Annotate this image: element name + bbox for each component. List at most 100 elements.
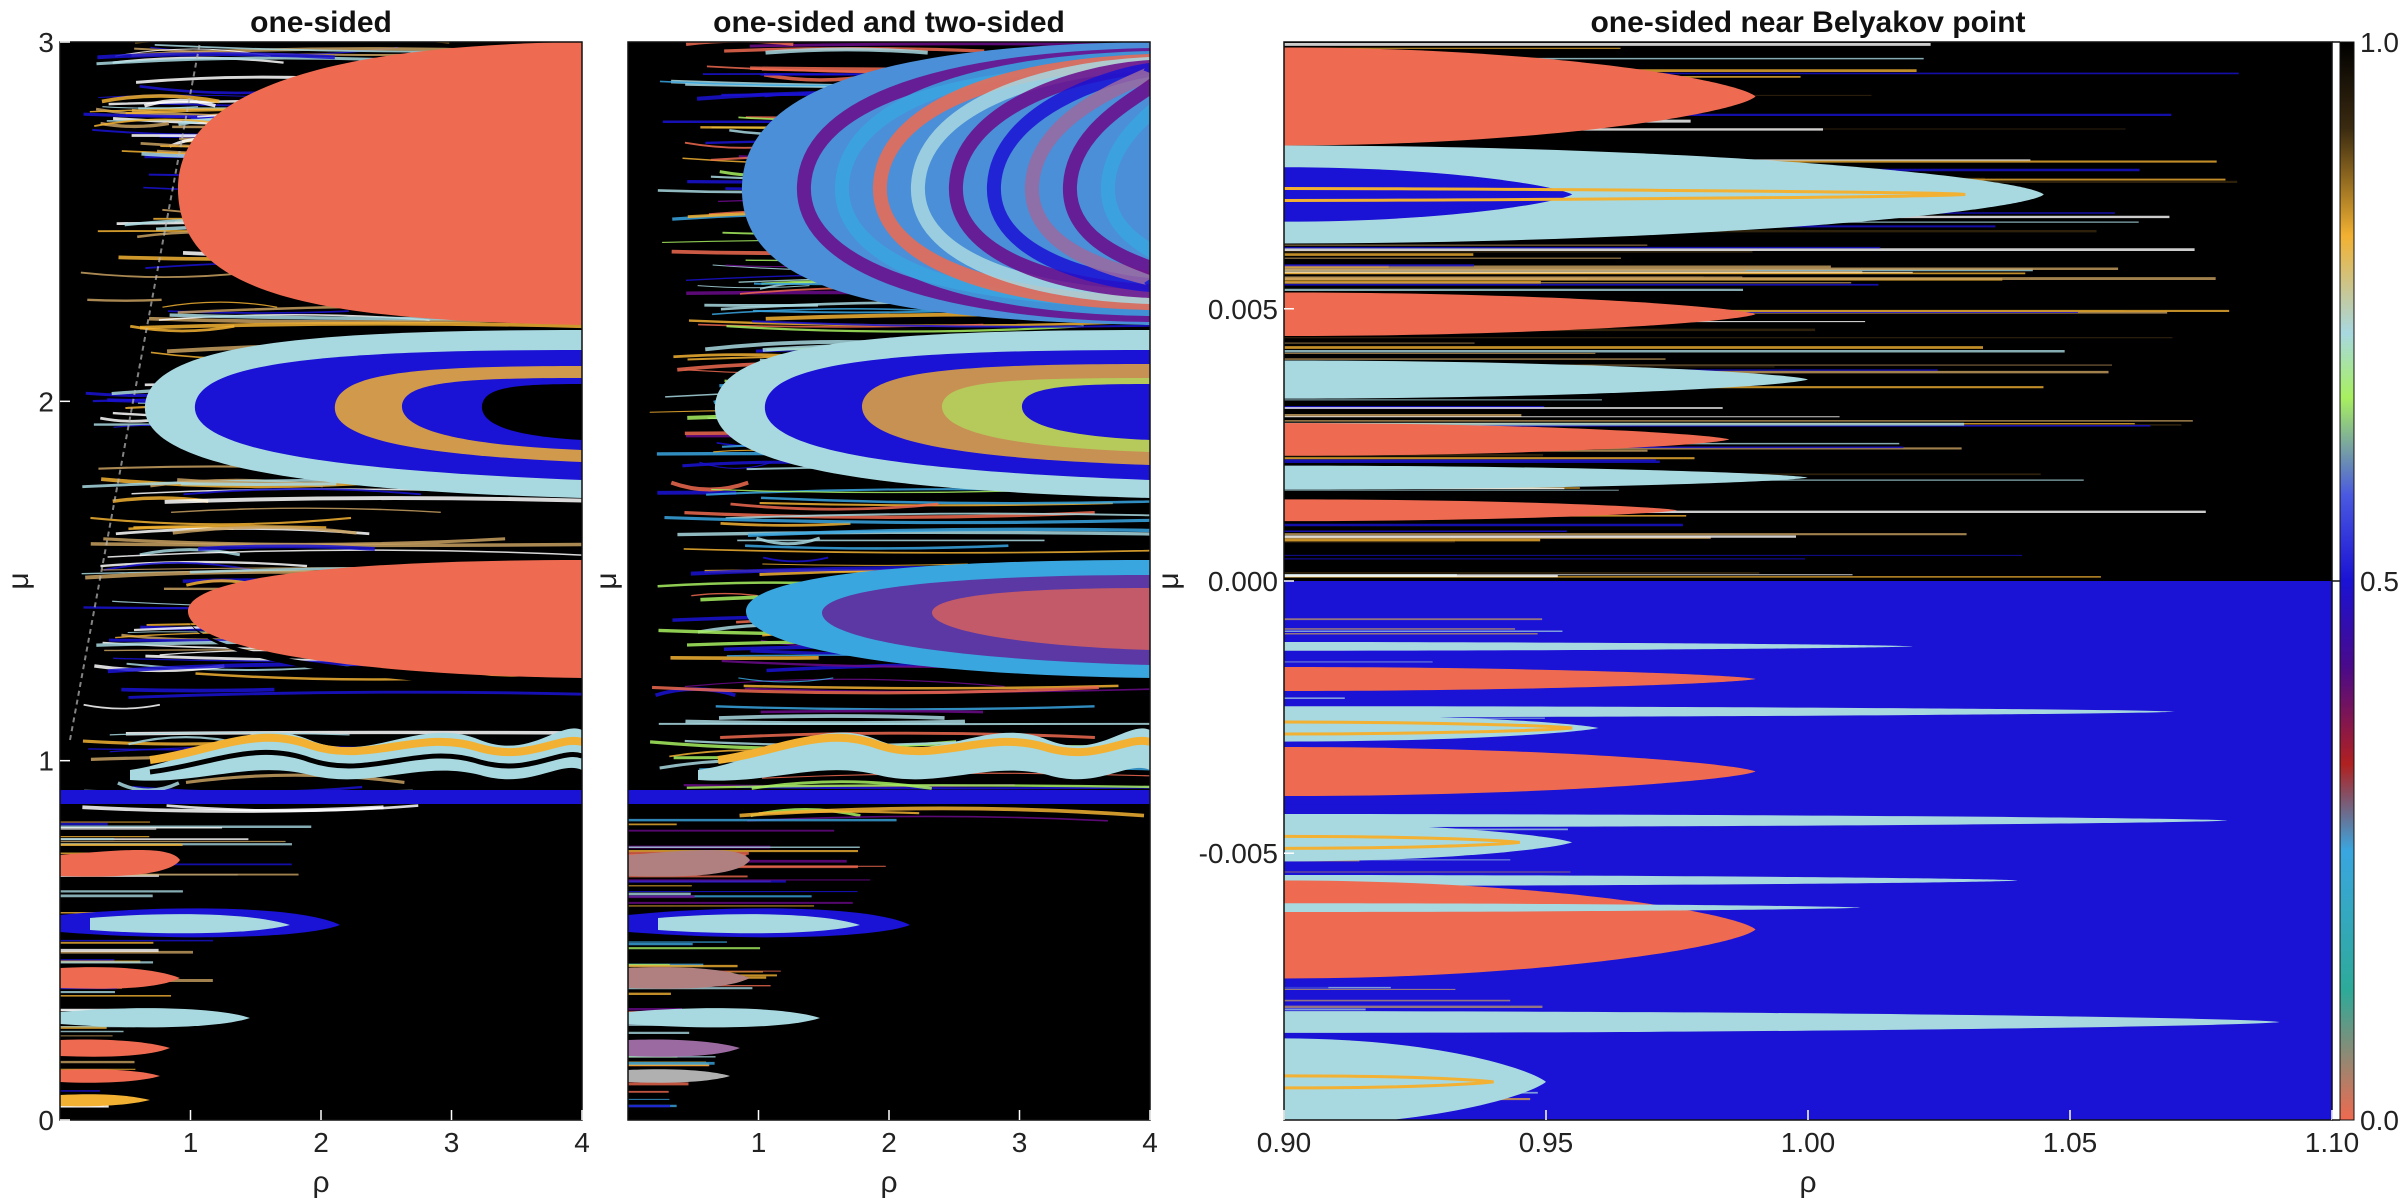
y-tick-label: 1 xyxy=(38,746,54,777)
chaotic-stripe xyxy=(183,488,422,496)
panel3-x-ticks: 0.90 0.95 1.00 1.05 1.10 xyxy=(1257,1110,2359,1158)
panel1-xlabel: ρ xyxy=(312,1166,329,1199)
panel3-heatmap xyxy=(1284,42,2332,1120)
x-tick-label: 2 xyxy=(881,1127,897,1158)
chaotic-stripe xyxy=(762,563,968,566)
belyakov-tongue xyxy=(1284,814,2228,828)
chaotic-stripe xyxy=(760,709,984,714)
x-tick-label: 1.00 xyxy=(1781,1127,1836,1158)
y-tick-label: 0 xyxy=(38,1105,54,1136)
chaotic-stripe xyxy=(691,592,758,597)
chaotic-stripe xyxy=(747,815,1108,822)
chaotic-stripe xyxy=(172,525,357,535)
x-tick-label: 3 xyxy=(444,1127,460,1158)
belyakov-tongue xyxy=(1284,1011,2280,1033)
chaotic-stripe xyxy=(685,42,794,46)
panel2-arcs xyxy=(796,48,1150,322)
panel1-heatmap xyxy=(60,42,582,1120)
belyakov-tongue xyxy=(1284,292,1756,336)
colorbar: 1.0 0.5 0.0 xyxy=(2332,27,2399,1136)
chaotic-stripe xyxy=(726,325,1084,333)
chaotic-stripe xyxy=(180,482,337,486)
x-tick-label: 4 xyxy=(1142,1127,1158,1158)
panel3-title: one-sided near Belyakov point xyxy=(1590,6,2025,39)
chaotic-stripe xyxy=(169,313,582,321)
tongue-arc xyxy=(986,63,1150,292)
chaotic-stripe xyxy=(128,690,582,699)
chaotic-stripe xyxy=(745,544,1009,550)
chaotic-stripe xyxy=(664,515,1150,525)
colorbar-tick-label: 0.0 xyxy=(2360,1105,2399,1136)
chaotic-stripe xyxy=(101,94,220,104)
chaotic-stripe xyxy=(749,42,1150,48)
chaotic-stripe xyxy=(738,677,834,683)
belyakov-tongue xyxy=(1284,875,2018,886)
panel2-title: one-sided and two-sided xyxy=(713,6,1065,39)
tongue-arc xyxy=(1024,67,1150,286)
y-tick-label: 0.000 xyxy=(1208,566,1278,597)
panel1-y-ticks: 0 1 2 3 xyxy=(38,27,70,1136)
x-tick-label: 1 xyxy=(751,1127,767,1158)
chaotic-stripe xyxy=(761,772,1150,779)
chaotic-stripe xyxy=(83,703,161,710)
tongue-arc xyxy=(948,60,1150,298)
tongue-arc xyxy=(910,57,1150,304)
chaotic-stripe xyxy=(82,805,384,813)
tongue-ring xyxy=(1284,1074,1494,1090)
x-tick-label: 0.95 xyxy=(1519,1127,1574,1158)
chaotic-stripe xyxy=(677,530,1150,537)
belyakov-tongue xyxy=(1284,641,1913,651)
chaotic-stripe xyxy=(684,510,1095,519)
belyakov-tongue xyxy=(1284,465,1808,490)
colorbar-ticks: 1.0 0.5 0.0 xyxy=(2332,27,2399,1136)
chaotic-stripe xyxy=(747,527,1150,538)
belyakov-tongue xyxy=(1284,423,1730,456)
colorbar-tick-label: 0.5 xyxy=(2360,566,2399,597)
chaotic-stripe xyxy=(90,542,582,548)
panel3-xlabel: ρ xyxy=(1799,1166,1816,1199)
chaotic-stripe xyxy=(97,52,335,60)
tongue-ring xyxy=(1284,720,1573,736)
chaotic-stripe xyxy=(715,705,1095,711)
chaotic-stripe xyxy=(164,496,582,504)
tongue-arc xyxy=(1100,79,1150,267)
chaotic-stripe xyxy=(699,461,773,469)
chaotic-stripe xyxy=(185,773,405,784)
panel2-ylabel: μ xyxy=(590,572,623,589)
tongue-arc xyxy=(834,51,1150,316)
y-tick-label: 3 xyxy=(38,27,54,58)
chaotic-stripe xyxy=(683,548,1150,554)
panel-one-and-two-sided: one-sided and two-sided xyxy=(590,6,1158,1199)
x-tick-label: 3 xyxy=(1012,1127,1028,1158)
belyakov-tongue xyxy=(1284,706,2175,718)
chaotic-stripe xyxy=(730,502,939,511)
panel2-xlabel: ρ xyxy=(880,1166,897,1199)
tongue-arc xyxy=(796,48,1150,322)
belyakov-tongue xyxy=(1284,1038,1546,1120)
chaotic-stripe xyxy=(697,285,810,289)
chaotic-stripe xyxy=(195,672,549,681)
chaotic-stripe xyxy=(743,684,1119,690)
chaotic-stripe xyxy=(686,784,1150,789)
chaotic-stripe xyxy=(87,298,162,302)
chaotic-stripe xyxy=(720,731,1095,739)
chaotic-stripe xyxy=(685,719,965,726)
tongue-ring xyxy=(1284,186,1966,202)
chaotic-stripe xyxy=(121,687,275,693)
chaotic-stripe xyxy=(762,556,829,563)
panel1-x-ticks: 1 2 3 4 xyxy=(183,1110,590,1158)
chaotic-stripe xyxy=(140,321,582,330)
tongue-arc xyxy=(872,54,1150,310)
belyakov-tongue xyxy=(1284,667,1756,691)
chaotic-stripe xyxy=(752,309,960,314)
chaotic-stripe xyxy=(198,544,375,551)
x-tick-label: 4 xyxy=(574,1127,590,1158)
belyakov-tongue xyxy=(1284,360,1808,399)
panel3-y-ticks: -0.005 0.000 0.005 xyxy=(1199,294,1294,869)
chaotic-stripe xyxy=(758,810,920,815)
belyakov-tongue xyxy=(1284,903,1861,913)
x-tick-label: 2 xyxy=(313,1127,329,1158)
chaotic-stripe xyxy=(755,536,821,546)
y-tick-label: -0.005 xyxy=(1199,838,1278,869)
